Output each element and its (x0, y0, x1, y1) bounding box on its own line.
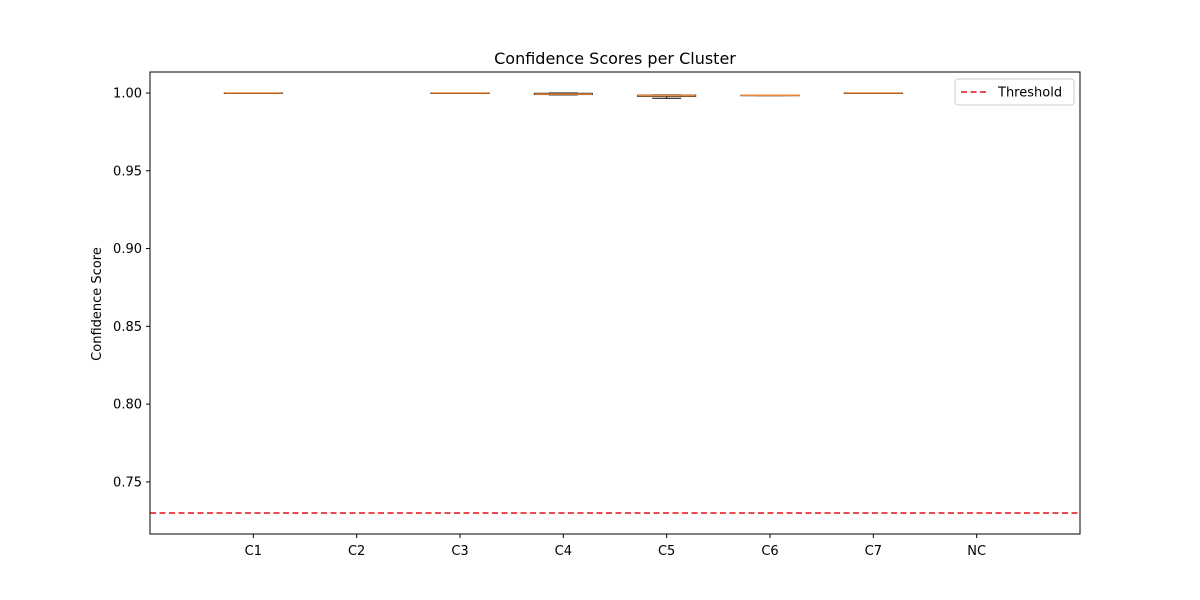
x-tick-label: C1 (245, 544, 262, 559)
y-tick-label: 1.00 (113, 87, 142, 102)
legend-box (954, 78, 1075, 106)
x-tick-label: C2 (348, 544, 365, 559)
x-tick-label: NC (967, 544, 986, 559)
x-tick-label: C4 (555, 544, 572, 559)
y-tick-label: 0.90 (113, 242, 142, 257)
y-tick-label: 0.85 (113, 320, 142, 335)
chart-title: Confidence Scores per Cluster (494, 49, 736, 68)
y-tick-label: 0.80 (113, 398, 142, 413)
x-tick-label: C6 (761, 544, 778, 559)
x-tick-label: C7 (865, 544, 882, 559)
y-tick-label: 0.95 (113, 164, 142, 179)
plot-area: 0.75 0.80 0.85 0.90 0.95 1.00 C1 C2 C3 C4 C5 C6 C7 NC… (113, 71, 1081, 559)
y-axis-label: Confidence Score (90, 247, 105, 361)
x-tick-label: C3 (451, 544, 468, 559)
legend-threshold-label: Threshold (997, 86, 1062, 101)
y-tick-label: 0.75 (113, 475, 142, 490)
x-tick-label: C5 (658, 544, 675, 559)
plot-frame (149, 71, 1081, 535)
